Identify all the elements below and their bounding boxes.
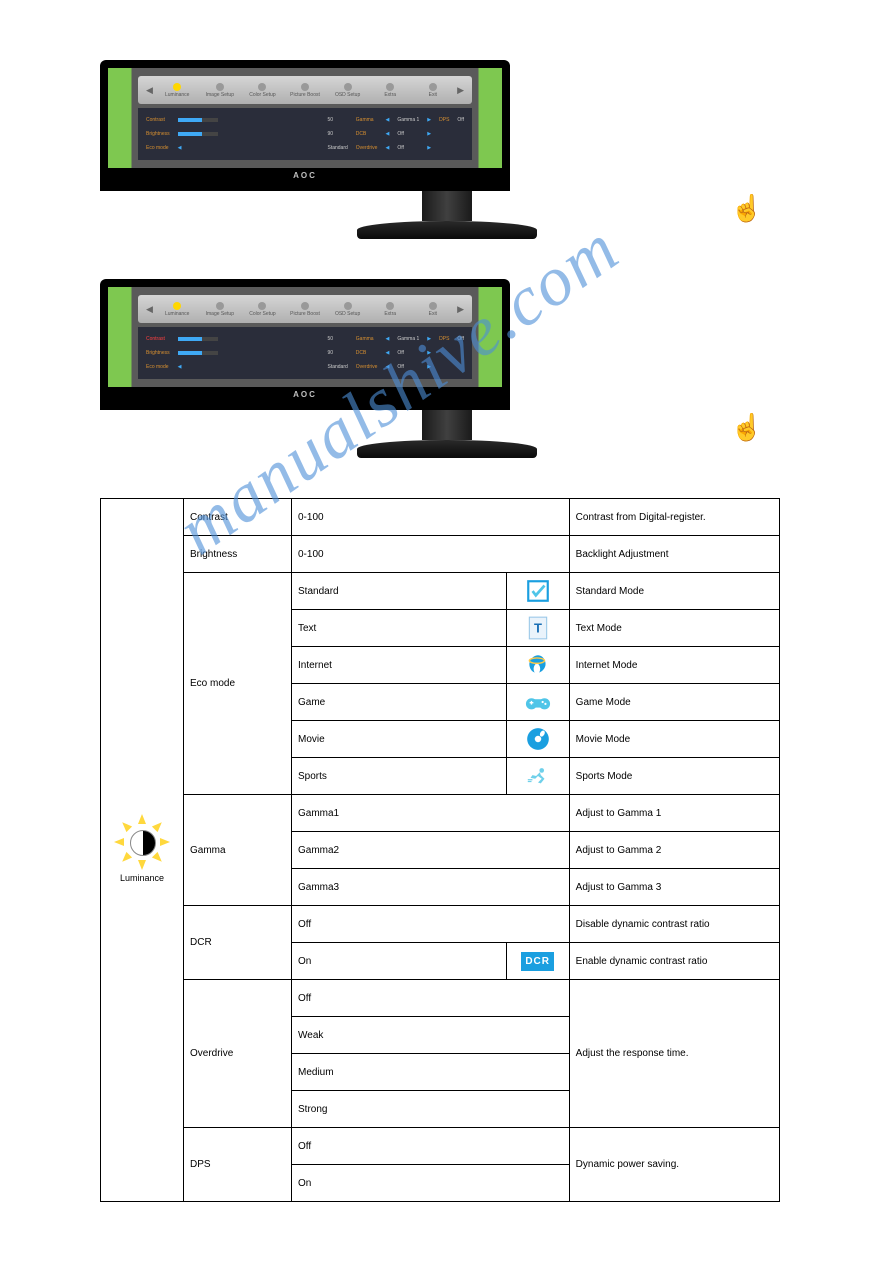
overdrive-option: Off	[292, 980, 570, 1017]
gamma-desc: Adjust to Gamma 3	[569, 869, 779, 906]
dps-desc: Dynamic power saving.	[569, 1128, 779, 1202]
dcr-icon: DCR	[506, 943, 569, 980]
overdrive-option: Strong	[292, 1091, 570, 1128]
osd-tab-color: Color Setup	[242, 83, 283, 98]
movie-mode-icon	[506, 721, 569, 758]
mode-name: Internet	[292, 647, 507, 684]
setting-name: DPS	[184, 1128, 292, 1202]
setting-name: Eco mode	[184, 573, 292, 795]
overdrive-desc: Adjust the response time.	[569, 980, 779, 1128]
dcr-option: On	[292, 943, 507, 980]
setting-name: Overdrive	[184, 980, 292, 1128]
setting-name: Gamma	[184, 795, 292, 906]
mode-name: Movie	[292, 721, 507, 758]
mode-name: Game	[292, 684, 507, 721]
gamma-option: Gamma1	[292, 795, 570, 832]
section-label: Luminance	[107, 873, 177, 883]
mode-desc: Sports Mode	[569, 758, 779, 795]
mode-desc: Game Mode	[569, 684, 779, 721]
setting-range: 0-100	[292, 499, 570, 536]
osd-row-label: Brightness	[146, 131, 170, 137]
gamma-desc: Adjust to Gamma 2	[569, 832, 779, 869]
setting-name: Contrast	[184, 499, 292, 536]
dcr-option: Off	[292, 906, 570, 943]
osd-tab-luminance: Luminance	[157, 83, 198, 98]
osd-row-label: Contrast	[146, 336, 170, 342]
osd-tab-exit: Exit	[412, 83, 453, 98]
dps-option: Off	[292, 1128, 570, 1165]
luminance-settings-table: Luminance Contrast 0-100 Contrast from D…	[100, 498, 780, 1202]
dps-option: On	[292, 1165, 570, 1202]
monitor-screenshot-2: ◀ Luminance Image Setup Color Setup Pict…	[100, 279, 793, 458]
osd-tab-osd: OSD Setup	[327, 83, 368, 98]
mode-desc: Movie Mode	[569, 721, 779, 758]
standard-mode-icon	[506, 573, 569, 610]
hand-pointer-icon: ☝	[731, 193, 763, 224]
gamma-option: Gamma2	[292, 832, 570, 869]
monitor-screenshot-1: ◀ Luminance Image Setup Color Setup Pict…	[100, 60, 793, 239]
svg-text:T: T	[534, 620, 542, 635]
game-mode-icon	[506, 684, 569, 721]
setting-name: DCR	[184, 906, 292, 980]
osd-tab-picture: Picture Boost	[285, 83, 326, 98]
osd-tab-bar: ◀ Luminance Image Setup Color Setup Pict…	[138, 295, 472, 323]
monitor-logo: AOC	[108, 168, 502, 183]
mode-name: Sports	[292, 758, 507, 795]
luminance-icon-cell: Luminance	[101, 499, 184, 1202]
osd-body: Contrast50 Gamma◀Gamma 1▶ DPSOff Brightn…	[138, 327, 472, 379]
osd-tab-image: Image Setup	[200, 83, 241, 98]
page: manualshive.com ◀ Luminance Image Setup …	[0, 0, 893, 1242]
osd-body: Contrast50 Gamma◀Gamma 1▶ DPSOff Brightn…	[138, 108, 472, 160]
sports-mode-icon	[506, 758, 569, 795]
text-mode-icon: T	[506, 610, 569, 647]
mode-name: Text	[292, 610, 507, 647]
setting-desc: Contrast from Digital-register.	[569, 499, 779, 536]
nav-right-icon: ▶	[455, 85, 466, 96]
setting-name: Brightness	[184, 536, 292, 573]
overdrive-option: Medium	[292, 1054, 570, 1091]
gamma-option: Gamma3	[292, 869, 570, 906]
internet-mode-icon	[506, 647, 569, 684]
dcr-desc: Enable dynamic contrast ratio	[569, 943, 779, 980]
mode-name: Standard	[292, 573, 507, 610]
hand-pointer-icon: ☝	[731, 412, 763, 443]
nav-left-icon: ◀	[144, 304, 155, 315]
sun-icon	[117, 817, 167, 867]
overdrive-option: Weak	[292, 1017, 570, 1054]
mode-desc: Text Mode	[569, 610, 779, 647]
mode-desc: Internet Mode	[569, 647, 779, 684]
osd-tab-bar: ◀ Luminance Image Setup Color Setup Pict…	[138, 76, 472, 104]
setting-desc: Backlight Adjustment	[569, 536, 779, 573]
osd-tab-extra: Extra	[370, 83, 411, 98]
gamma-desc: Adjust to Gamma 1	[569, 795, 779, 832]
dcr-desc: Disable dynamic contrast ratio	[569, 906, 779, 943]
monitor-logo: AOC	[108, 387, 502, 402]
osd-row-label: Contrast	[146, 117, 170, 123]
nav-right-icon: ▶	[455, 304, 466, 315]
osd-tab-luminance: Luminance	[157, 302, 198, 317]
setting-range: 0-100	[292, 536, 570, 573]
osd-row-label: Eco mode	[146, 145, 170, 151]
nav-left-icon: ◀	[144, 85, 155, 96]
mode-desc: Standard Mode	[569, 573, 779, 610]
